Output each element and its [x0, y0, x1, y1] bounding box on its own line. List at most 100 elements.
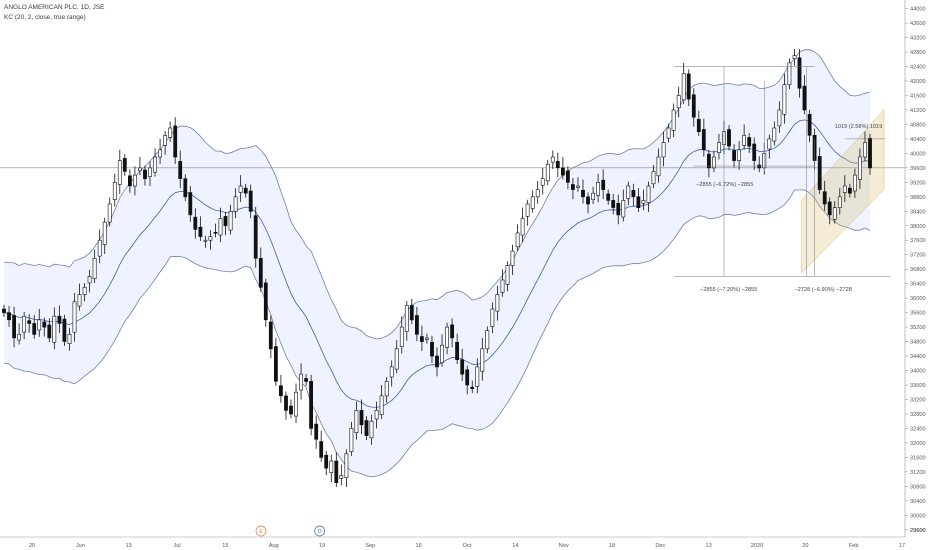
time-tick-label: 13	[706, 543, 712, 549]
candle-up	[238, 185, 243, 193]
candle-down	[817, 156, 822, 190]
candle-up	[480, 348, 485, 372]
candle-up	[837, 196, 842, 209]
candle-down	[263, 282, 268, 321]
candle-down	[27, 320, 32, 324]
candle-up	[661, 142, 666, 158]
candle-up	[233, 196, 238, 212]
measure-label-4: 1019 (2.58%) 1019	[835, 124, 883, 130]
candle-up	[767, 138, 772, 150]
candle-up	[832, 207, 837, 220]
candle-down	[631, 190, 636, 198]
price-tick-label: 40000	[910, 151, 926, 157]
candle-up	[717, 142, 721, 153]
candle-down	[747, 137, 752, 147]
candle-up	[67, 333, 72, 344]
candle-down	[304, 378, 309, 382]
candle-up	[339, 475, 344, 479]
candle-up	[737, 149, 742, 162]
candle-up	[218, 218, 223, 236]
price-tick-label: 43200	[910, 36, 926, 42]
candle-up	[535, 189, 540, 198]
candle-up	[646, 185, 651, 203]
candle-up	[485, 330, 490, 350]
candle-up	[77, 294, 82, 307]
event-marker-label: D	[318, 529, 322, 535]
candle-down	[435, 355, 439, 368]
candle-up	[792, 55, 797, 59]
candle-down	[696, 119, 701, 133]
price-tick-label: 30800	[910, 484, 926, 490]
candle-up	[676, 95, 681, 109]
candle-down	[430, 341, 434, 357]
price-tick-label: 39600	[910, 166, 926, 172]
price-tick-label: 32000	[910, 441, 926, 447]
candle-up	[138, 167, 142, 172]
candle-up	[656, 156, 661, 177]
chart-legend: ANGLO AMERICAN PLC, 1D, JSE KC (20, 2, c…	[4, 3, 104, 23]
candle-up	[505, 265, 510, 285]
candle-down	[732, 150, 737, 161]
candle-down	[248, 190, 253, 212]
candle-down	[334, 460, 339, 484]
candle-down	[188, 192, 193, 216]
candle-down	[827, 201, 832, 216]
dividend-marker	[314, 525, 326, 537]
candle-down	[606, 193, 611, 201]
candle-down	[691, 94, 696, 118]
candle-up	[626, 185, 631, 199]
candle-down	[565, 170, 570, 183]
candle-up	[711, 156, 716, 169]
time-tick-label: 14	[512, 543, 518, 549]
price-tick-label: 42800	[910, 50, 926, 56]
candle-up	[530, 196, 535, 209]
candle-down	[173, 125, 178, 158]
candle-down	[701, 129, 706, 151]
candle-up	[369, 420, 374, 439]
time-tick-label: 13	[126, 543, 132, 549]
price-tick-label: 42000	[910, 79, 926, 85]
candle-up	[133, 174, 137, 187]
price-tick-label: 36400	[910, 282, 926, 288]
candle-up	[651, 171, 656, 185]
candle-down	[409, 305, 414, 321]
candle-down	[560, 167, 565, 176]
candle-up	[621, 200, 626, 218]
candle-up	[158, 149, 163, 158]
candle-up	[203, 239, 208, 242]
candle-up	[87, 276, 92, 284]
candle-down	[32, 323, 37, 335]
time-tick-label: Jun	[76, 543, 85, 549]
candle-down	[570, 184, 575, 190]
candle-down	[289, 405, 293, 415]
candle-down	[324, 454, 329, 469]
time-tick-label: Jul	[173, 543, 180, 549]
time-tick-label: Sep	[365, 543, 375, 549]
candle-down	[278, 385, 283, 397]
candle-up	[107, 203, 112, 223]
candle-down	[470, 386, 475, 389]
price-tick-label: 38400	[910, 209, 926, 215]
time-tick-label: 2020	[751, 543, 763, 549]
last-price-label: 29600	[910, 528, 926, 534]
price-tick-label: 34800	[910, 340, 926, 346]
candle-up	[72, 301, 77, 333]
candle-up	[591, 192, 596, 200]
price-tick-label: 31600	[910, 455, 926, 461]
candle-down	[460, 359, 465, 375]
candle-down	[314, 423, 319, 440]
candle-up	[82, 286, 87, 295]
candle-up	[440, 344, 444, 363]
price-tick-label: 33600	[910, 383, 926, 389]
candle-down	[797, 57, 802, 89]
indicator-label: KC (20, 2, close, true range)	[4, 14, 86, 21]
candle-up	[354, 409, 359, 433]
candle-up	[525, 203, 530, 217]
candle-down	[807, 114, 812, 136]
candle-up	[52, 315, 57, 343]
candle-down	[611, 200, 616, 208]
candle-up	[495, 294, 500, 312]
candle-up	[163, 135, 168, 146]
candle-up	[515, 232, 520, 248]
